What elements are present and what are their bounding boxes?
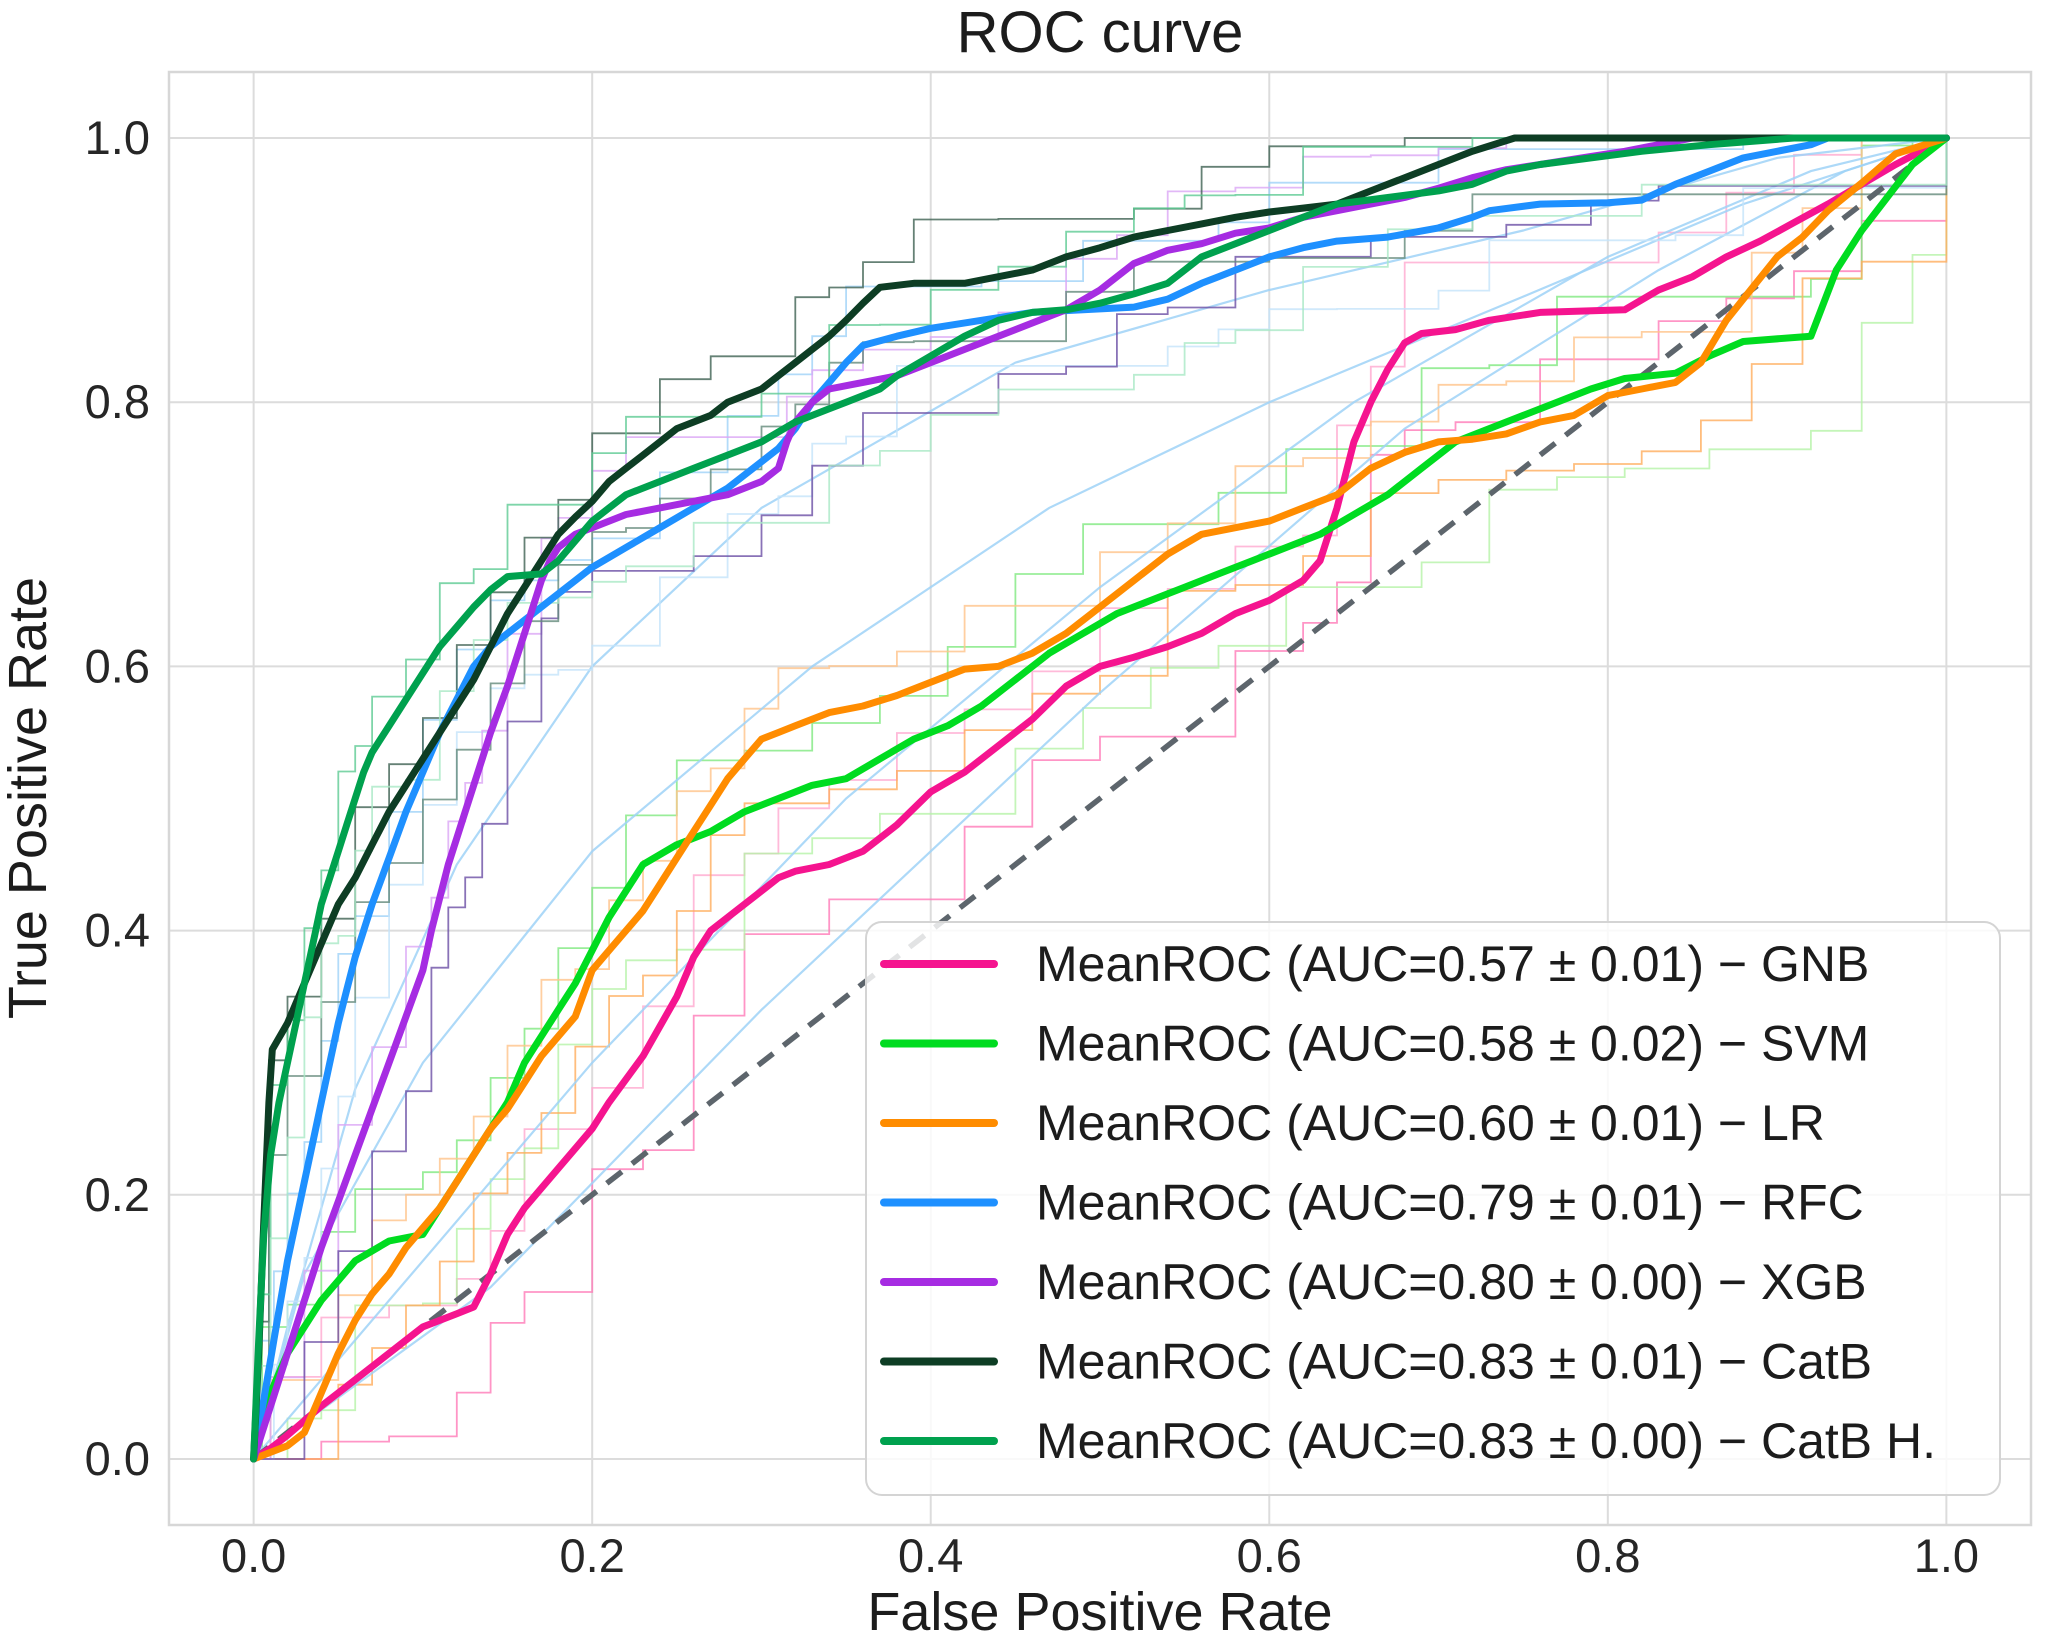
fold-line-xgb [253,138,1948,1460]
legend-entry-catbh: MeanROC (AUC=0.83 ± 0.00) − CatB H. [880,1413,1936,1469]
x-tick-label: 0.8 [1575,1529,1640,1582]
x-tick-label: 0.6 [1237,1529,1302,1582]
fold-line-gnb [253,138,1948,1460]
legend-label-rfc: MeanROC (AUC=0.79 ± 0.01) − RFC [1036,1175,1864,1231]
y-tick-label: 1.0 [85,111,150,164]
y-tick-label: 0.4 [85,904,150,957]
chart-title: ROC curve [957,0,1244,65]
mean-roc-line-catbh [250,134,1950,1463]
legend-entry-catb: MeanROC (AUC=0.83 ± 0.01) − CatB [880,1334,1872,1390]
x-axis-label: False Positive Rate [867,1582,1332,1642]
fold-line-svm [253,137,1947,1460]
y-tick-label: 0.0 [85,1432,150,1485]
fold-line-svm [253,138,1948,1460]
x-tick-label: 0.4 [898,1529,963,1582]
legend-entry-gnb: MeanROC (AUC=0.57 ± 0.01) − GNB [880,936,1869,992]
legend-label-gnb: MeanROC (AUC=0.57 ± 0.01) − GNB [1036,936,1869,992]
x-tick-label: 1.0 [1914,1529,1979,1582]
chance-line [251,135,1949,1462]
mean-roc-line-lr [250,134,1950,1463]
legend-label-catbh: MeanROC (AUC=0.83 ± 0.00) − CatB H. [1036,1413,1936,1469]
legend-label-xgb: MeanROC (AUC=0.80 ± 0.00) − XGB [1036,1254,1867,1310]
mean-roc-lines [250,134,1950,1463]
y-axis-label: True Positive Rate [0,577,58,1019]
legend-box [865,921,2001,1496]
y-tick-label: 0.2 [85,1168,150,1221]
y-tick-label: 0.6 [85,639,150,692]
mean-roc-line-rfc [250,134,1950,1463]
y-tick-label: 0.8 [85,375,150,428]
x-tick-label: 0.0 [221,1529,286,1582]
legend-entry-xgb: MeanROC (AUC=0.80 ± 0.00) − XGB [880,1254,1867,1310]
fold-line-smooth-rfc [252,136,1947,1460]
chance-diagonal-line [251,135,1949,1462]
mean-roc-line-catb [250,134,1950,1463]
legend-label-catb: MeanROC (AUC=0.83 ± 0.01) − CatB [1036,1334,1872,1390]
legend-label-lr: MeanROC (AUC=0.60 ± 0.01) − LR [1036,1095,1825,1151]
axis-tick-labels: 0.0 0.2 0.4 0.6 0.8 1.0 0.0 0.2 0.4 0.6 0.8 1.0 [85,111,1979,1582]
legend-label-svm: MeanROC (AUC=0.58 ± 0.02) − SVM [1036,1016,1869,1072]
fold-line-lr [253,138,1948,1460]
plot-border [167,70,2033,1527]
legend-entry-svm: MeanROC (AUC=0.58 ± 0.02) − SVM [880,1016,1869,1072]
mean-roc-line-gnb [250,134,1950,1463]
legend-entry-rfc: MeanROC (AUC=0.79 ± 0.01) − RFC [880,1175,1864,1231]
x-tick-label: 0.2 [560,1529,625,1582]
mean-roc-line-xgb [250,134,1950,1463]
legend: MeanROC (AUC=0.57 ± 0.01) − GNB MeanROC (… [865,921,2001,1496]
fold-line-lr [253,137,1947,1460]
legend-entry-lr: MeanROC (AUC=0.60 ± 0.01) − LR [880,1095,1825,1151]
